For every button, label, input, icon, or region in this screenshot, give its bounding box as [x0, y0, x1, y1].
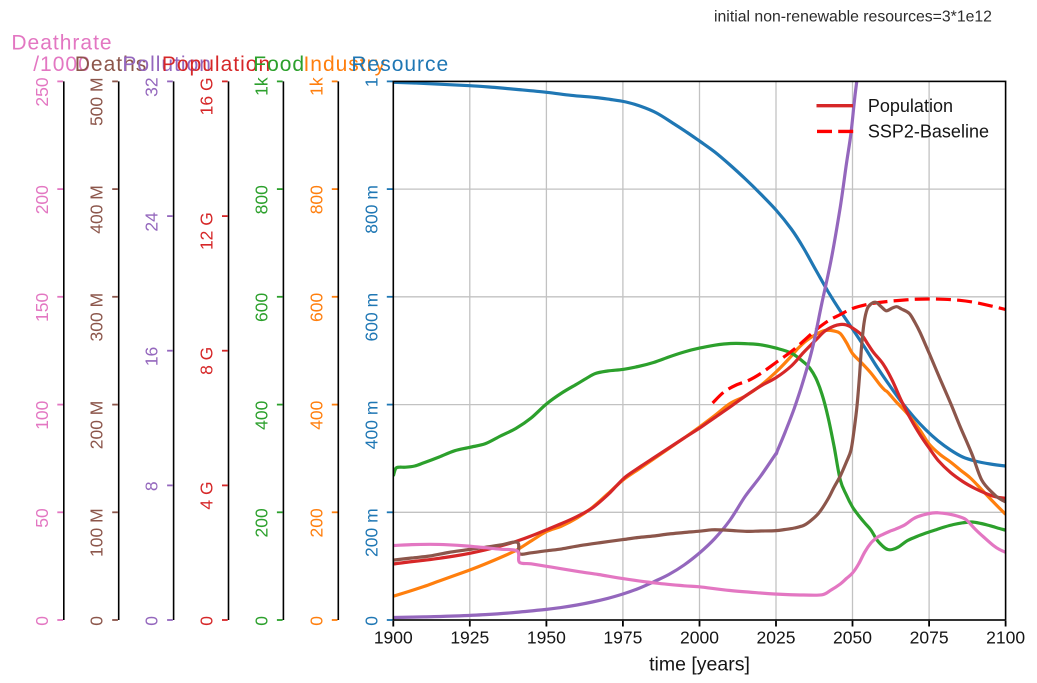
svg-text:8: 8 [142, 481, 162, 491]
svg-text:time [years]: time [years] [649, 654, 750, 676]
svg-text:200 m: 200 m [361, 508, 381, 557]
svg-text:800 m: 800 m [361, 185, 381, 234]
svg-text:250: 250 [32, 77, 52, 106]
svg-text:2000: 2000 [680, 628, 719, 648]
svg-text:1900: 1900 [374, 628, 413, 648]
svg-text:200: 200 [306, 508, 326, 537]
svg-text:500 M: 500 M [87, 77, 107, 126]
svg-text:300 M: 300 M [87, 293, 107, 342]
svg-text:600 m: 600 m [361, 293, 381, 342]
svg-text:8 G: 8 G [197, 347, 217, 375]
svg-text:24: 24 [142, 212, 162, 232]
svg-text:100: 100 [32, 400, 52, 429]
svg-text:2025: 2025 [757, 628, 796, 648]
svg-text:initial non-renewable resource: initial non-renewable resources=3*1e12 [714, 9, 992, 26]
svg-text:50: 50 [32, 508, 52, 528]
svg-text:200: 200 [32, 185, 52, 214]
svg-text:0: 0 [197, 616, 217, 626]
svg-text:600: 600 [251, 293, 271, 322]
svg-text:Industry: Industry [303, 53, 386, 76]
svg-text:SSP2-Baseline: SSP2-Baseline [868, 122, 989, 142]
svg-text:0: 0 [251, 616, 271, 626]
svg-text:400: 400 [306, 400, 326, 429]
svg-text:400: 400 [251, 400, 271, 429]
svg-text:1k: 1k [251, 77, 271, 96]
svg-text:1: 1 [361, 77, 381, 87]
svg-text:Resource: Resource [351, 53, 449, 76]
svg-text:32: 32 [142, 77, 162, 96]
svg-text:0: 0 [87, 616, 107, 626]
svg-text:400 M: 400 M [87, 185, 107, 234]
svg-text:12 G: 12 G [197, 212, 217, 250]
svg-text:600: 600 [306, 293, 326, 322]
svg-text:16 G: 16 G [197, 77, 217, 115]
svg-text:0: 0 [142, 616, 162, 626]
svg-text:0: 0 [32, 616, 52, 626]
svg-text:Food: Food [253, 53, 305, 76]
svg-text:1975: 1975 [603, 628, 642, 648]
svg-text:/1000: /1000 [33, 53, 91, 76]
svg-text:Population: Population [868, 96, 953, 116]
svg-text:200 M: 200 M [87, 401, 107, 450]
svg-text:100 M: 100 M [87, 508, 107, 557]
svg-text:Deathrate: Deathrate [11, 32, 112, 55]
svg-text:1950: 1950 [527, 628, 566, 648]
svg-text:Population: Population [162, 53, 271, 76]
svg-text:400 m: 400 m [361, 401, 381, 450]
svg-text:150: 150 [32, 293, 52, 322]
svg-text:200: 200 [251, 508, 271, 537]
svg-text:800: 800 [306, 185, 326, 214]
svg-text:0: 0 [306, 616, 326, 626]
svg-text:1925: 1925 [450, 628, 489, 648]
svg-text:2100: 2100 [986, 628, 1025, 648]
svg-text:Deaths: Deaths [75, 53, 148, 76]
svg-text:800: 800 [251, 185, 271, 214]
svg-text:4 G: 4 G [197, 481, 217, 509]
svg-text:Pollution: Pollution [122, 53, 212, 76]
svg-text:2075: 2075 [910, 628, 949, 648]
svg-text:0: 0 [361, 616, 381, 626]
svg-text:16: 16 [142, 347, 162, 366]
svg-text:1k: 1k [306, 77, 326, 96]
svg-text:2050: 2050 [833, 628, 872, 648]
